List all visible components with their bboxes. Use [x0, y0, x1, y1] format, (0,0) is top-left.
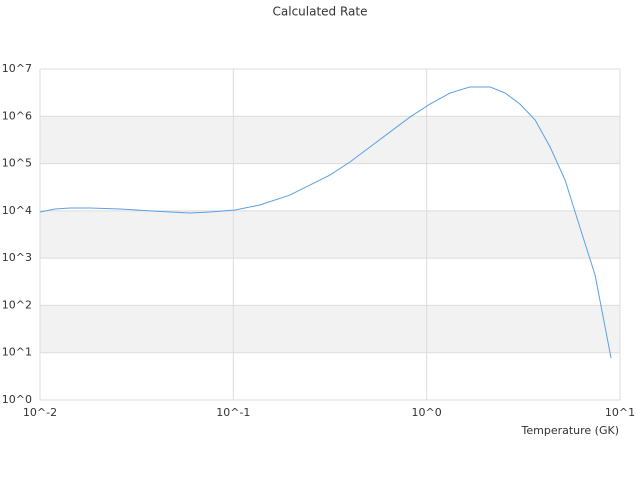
y-tick-label: 10^4 — [2, 204, 32, 217]
chart-title: Calculated Rate — [273, 5, 368, 19]
x-axis-label: Temperature (GK) — [521, 424, 620, 437]
y-tick-label: 10^6 — [2, 109, 32, 122]
y-tick-label: 10^5 — [2, 157, 32, 170]
grid-band — [40, 305, 620, 353]
x-tick-label: 10^1 — [605, 406, 635, 419]
x-tick-label: 10^0 — [412, 406, 442, 419]
x-tick-label: 10^-2 — [23, 406, 57, 419]
y-tick-label: 10^0 — [2, 393, 32, 406]
grid-band — [40, 210, 620, 259]
y-tick-label: 10^2 — [2, 298, 32, 311]
y-tick-label: 10^3 — [2, 251, 32, 264]
grid-band — [40, 116, 620, 164]
y-tick-label: 10^7 — [2, 62, 32, 75]
y-tick-label: 10^1 — [2, 346, 32, 359]
data-line — [39, 86, 612, 359]
x-tick-label: 10^-1 — [216, 406, 250, 419]
